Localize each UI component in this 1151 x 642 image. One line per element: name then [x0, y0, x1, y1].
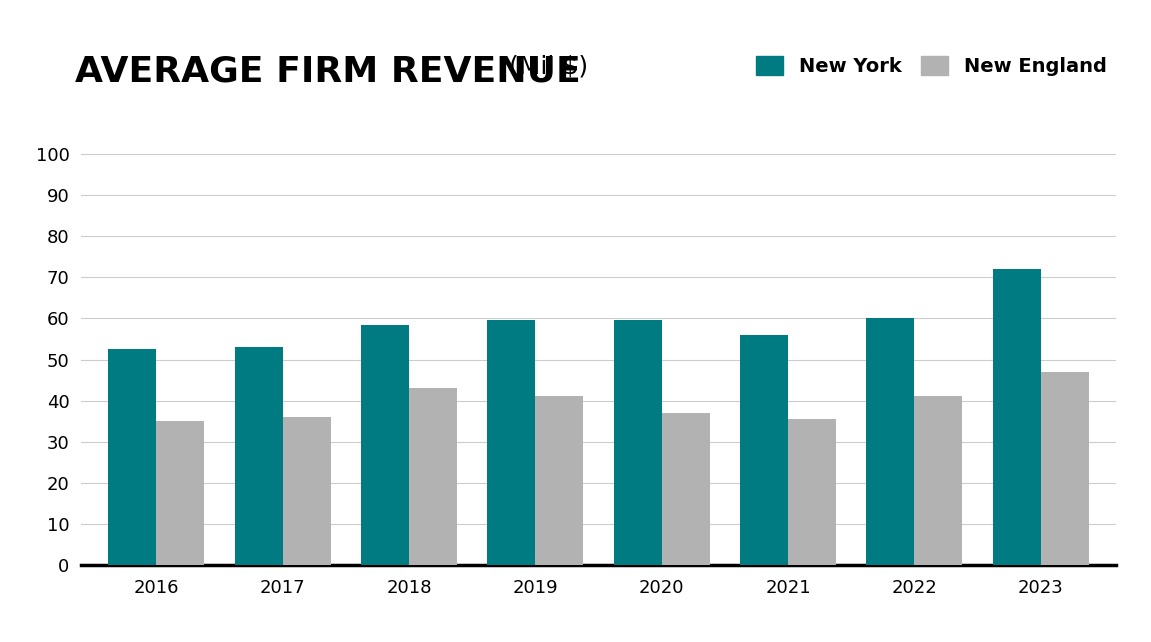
Bar	[1041, 372, 1089, 565]
Bar	[108, 349, 157, 565]
Bar	[283, 417, 330, 565]
Bar	[613, 320, 662, 565]
Bar	[487, 320, 535, 565]
Bar	[914, 397, 962, 565]
Text: AVERAGE FIRM REVENUE: AVERAGE FIRM REVENUE	[75, 55, 580, 89]
Bar	[662, 413, 710, 565]
Bar	[740, 335, 788, 565]
Bar	[535, 397, 584, 565]
Bar	[235, 347, 283, 565]
Bar	[788, 419, 836, 565]
Bar	[992, 269, 1041, 565]
Text: (Mil $): (Mil $)	[501, 55, 588, 78]
Legend: New York, New England: New York, New England	[756, 56, 1107, 76]
Bar	[157, 421, 205, 565]
Bar	[361, 325, 409, 565]
Bar	[409, 388, 457, 565]
Bar	[867, 318, 914, 565]
